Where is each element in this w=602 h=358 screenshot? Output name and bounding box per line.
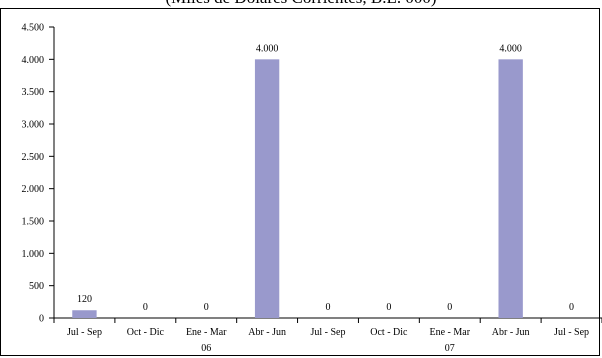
y-tick-label: 4.500 xyxy=(22,23,45,34)
y-tick-label: 3.000 xyxy=(22,120,45,131)
chart-title: (Miles de Dólares Corrientes, B.L. 000) xyxy=(0,0,602,8)
x-tick-label: Jul - Sep xyxy=(311,327,346,338)
x-tick-label: Ene - Mar xyxy=(430,327,471,338)
data-label: 120 xyxy=(77,294,92,305)
y-tick-label: 1.500 xyxy=(22,217,45,228)
y-tick-label: 1.000 xyxy=(22,249,45,260)
x-tick-label: Jul - Sep xyxy=(554,327,589,338)
x-year-label: 06 xyxy=(201,343,211,354)
data-label: 0 xyxy=(447,302,452,313)
bar xyxy=(498,59,523,318)
y-tick-label: 2.000 xyxy=(22,184,45,195)
data-label: 4.000 xyxy=(499,43,522,54)
data-label: 0 xyxy=(326,302,331,313)
x-tick-label: Ene - Mar xyxy=(186,327,227,338)
data-label: 0 xyxy=(569,302,574,313)
y-tick-label: 500 xyxy=(29,281,44,292)
y-tick-label: 3.500 xyxy=(22,87,45,98)
x-year-label: 07 xyxy=(445,343,455,354)
bar xyxy=(254,59,280,318)
data-label: 0 xyxy=(386,302,391,313)
x-tick-label: Abr - Jun xyxy=(492,327,530,338)
x-tick-label: Jul - Sep xyxy=(67,327,102,338)
data-label: 0 xyxy=(204,302,209,313)
chart-frame xyxy=(0,8,600,356)
bar xyxy=(72,310,97,318)
bars xyxy=(72,59,523,318)
x-tick-label: Abr - Jun xyxy=(248,327,286,338)
x-tick-label: Oct - Dic xyxy=(127,327,165,338)
y-axis-ticks: 0 500 1.000 1.500 2.000 2.500 3.000 3.500 4.000 4… xyxy=(22,23,54,325)
data-label: 0 xyxy=(143,302,148,313)
y-tick-label: 4.000 xyxy=(22,55,45,66)
data-labels: 120 0 0 4.000 0 0 0 4.000 0 xyxy=(77,43,574,313)
x-tick-label: Oct - Dic xyxy=(370,327,408,338)
y-tick-label: 2.500 xyxy=(22,152,45,163)
y-tick-label: 0 xyxy=(39,314,44,325)
x-axis-labels: Jul - Sep Oct - Dic Ene - Mar Abr - Jun Jul … xyxy=(67,327,589,354)
data-label: 4.000 xyxy=(256,43,279,54)
